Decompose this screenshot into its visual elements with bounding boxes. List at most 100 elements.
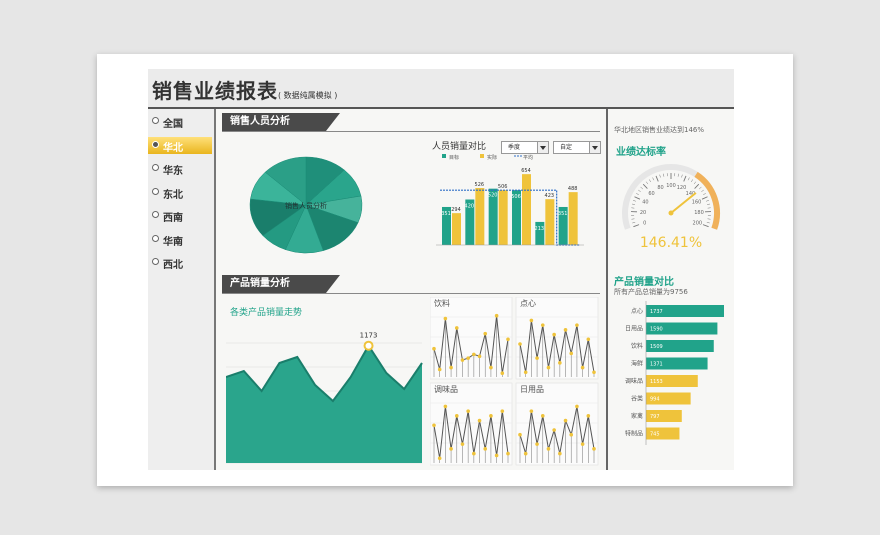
sidebar-item-region[interactable]: 华北 xyxy=(148,136,212,154)
gauge-tick-label: 140 xyxy=(686,191,696,197)
page-title: 销售业绩报表( 数据纯属模拟 ) xyxy=(152,79,338,103)
series-line xyxy=(519,320,595,373)
series-line xyxy=(519,406,595,454)
gauge-tick xyxy=(703,193,706,195)
gauge-tick xyxy=(655,175,659,182)
data-point xyxy=(472,451,476,456)
gauge-tick xyxy=(690,179,693,183)
gauge-band xyxy=(694,171,720,230)
panel-frame xyxy=(515,382,599,466)
data-point xyxy=(535,442,539,446)
bar-value-label: 423 xyxy=(545,193,555,199)
bar-value-label: 654 xyxy=(521,168,531,174)
data-point xyxy=(529,409,534,413)
data-point xyxy=(552,332,556,337)
data-point xyxy=(580,442,585,446)
chevron-down-icon xyxy=(589,142,600,153)
gauge-tick xyxy=(706,222,710,224)
data-point xyxy=(449,365,453,370)
sidebar-item-region[interactable]: 全国 xyxy=(148,113,212,130)
data-point xyxy=(460,358,465,362)
sidebar-item-label: 华北 xyxy=(163,142,183,154)
bar-value-label: 526 xyxy=(475,182,485,188)
sidebar-item-region[interactable]: 西北 xyxy=(148,254,212,271)
data-point xyxy=(432,346,436,351)
product-value: 1509 xyxy=(650,344,663,350)
product-label: 调味品 xyxy=(625,377,643,385)
sidebar-item-region[interactable]: 西南 xyxy=(148,207,212,224)
gauge-tick-label: 180 xyxy=(694,210,704,216)
sales-people-pie-chart: 销售人员分析 xyxy=(249,156,363,254)
bar-value-label: 520 xyxy=(488,193,498,199)
period-select[interactable]: 季度 xyxy=(501,141,549,154)
chevron-down-icon xyxy=(537,142,548,153)
data-point xyxy=(466,409,470,413)
section-divider xyxy=(222,131,600,132)
bar xyxy=(545,199,555,245)
data-point xyxy=(558,361,562,365)
series-line xyxy=(433,315,509,374)
bar xyxy=(465,199,475,245)
data-point xyxy=(546,447,551,451)
product-value: 1590 xyxy=(650,327,663,333)
region-note: 华北地区销售业绩达到146% xyxy=(614,126,705,134)
data-point xyxy=(563,328,568,332)
gauge-tick xyxy=(640,186,644,190)
data-point xyxy=(483,447,488,451)
data-point xyxy=(558,451,562,456)
bar xyxy=(498,190,508,245)
gauge-tick xyxy=(652,177,655,181)
gauge-tick xyxy=(649,179,652,183)
gauge-tick-label: 0 xyxy=(643,221,646,227)
gauge-hub xyxy=(668,210,674,216)
sidebar-item-region[interactable]: 华东 xyxy=(148,160,212,177)
product-bar xyxy=(646,427,680,440)
sidebar-item-region[interactable]: 东北 xyxy=(148,184,212,201)
data-point xyxy=(489,365,493,370)
radio-icon xyxy=(152,234,159,242)
data-point xyxy=(540,323,545,327)
data-point xyxy=(454,326,459,330)
range-select[interactable]: 自定 xyxy=(553,141,601,154)
people-chart-title: 人员销量对比 xyxy=(432,142,487,152)
product-label: 饮料 xyxy=(631,342,643,350)
bar xyxy=(512,190,521,245)
panel-frame xyxy=(430,297,513,380)
gauge-tick xyxy=(633,224,640,228)
sidebar-item-region[interactable]: 华南 xyxy=(148,231,212,248)
gauge-tick-label: 40 xyxy=(642,200,648,206)
gauge-tick xyxy=(681,174,683,178)
product-value: 797 xyxy=(650,414,660,420)
gauge-tick xyxy=(638,189,641,192)
area-fill xyxy=(226,345,422,463)
gauge-tick xyxy=(706,203,711,205)
data-point xyxy=(443,316,448,321)
gauge-tick xyxy=(701,196,708,200)
data-point xyxy=(506,337,510,342)
radio-icon xyxy=(152,258,159,265)
gauge-tick-label: 160 xyxy=(692,200,702,206)
gauge-needle xyxy=(670,192,697,214)
legend-label: 平均 xyxy=(523,154,533,161)
bar-value-label: 506 xyxy=(511,194,521,200)
bar xyxy=(488,188,498,245)
legend-swatch xyxy=(480,154,484,158)
pie-slice xyxy=(264,156,307,206)
series-line xyxy=(433,406,509,459)
bar-value-label: 351 xyxy=(441,211,451,217)
data-point xyxy=(506,451,510,456)
data-point xyxy=(454,414,459,418)
legend-label: 目标 xyxy=(449,154,459,161)
product-bar xyxy=(646,357,708,370)
data-point xyxy=(563,418,568,423)
data-point xyxy=(460,442,465,446)
gauge-tick xyxy=(693,181,697,185)
average-line xyxy=(440,189,580,246)
data-point xyxy=(477,418,482,423)
product-label: 日用品 xyxy=(625,326,643,333)
gauge-tick xyxy=(632,222,636,224)
radio-icon xyxy=(152,164,159,171)
gauge-tick-label: 60 xyxy=(648,191,654,197)
radio-icon xyxy=(152,140,159,148)
